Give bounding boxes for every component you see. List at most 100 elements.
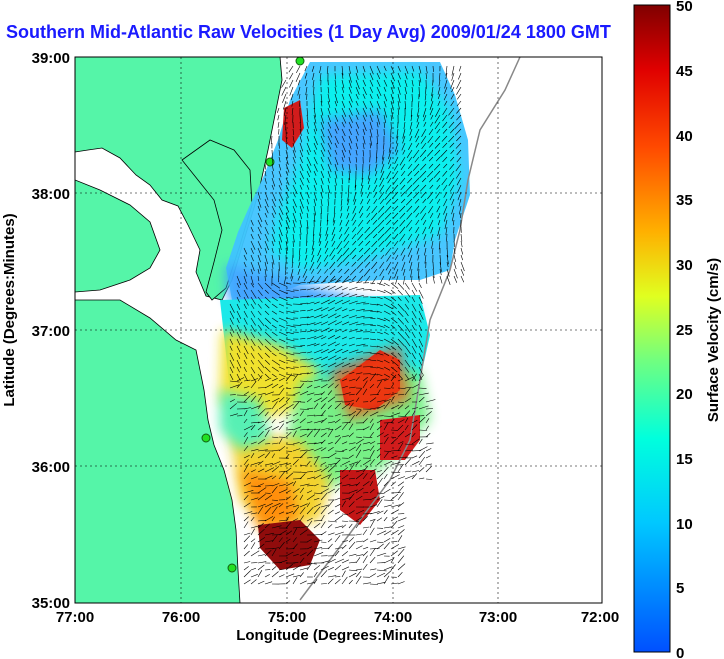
velocity-arrow <box>250 550 260 557</box>
velocity-arrow <box>257 247 262 256</box>
velocity-arrow <box>390 418 395 424</box>
velocity-arrow <box>442 156 448 163</box>
velocity-arrow <box>348 553 357 557</box>
velocity-arrow <box>355 72 359 80</box>
velocity-arrow <box>313 469 322 473</box>
velocity-arrow <box>355 438 364 445</box>
velocity-arrow <box>425 432 431 438</box>
velocity-arrow <box>250 261 255 272</box>
velocity-arrow <box>299 163 304 172</box>
velocity-arrow <box>243 373 248 382</box>
velocity-arrow <box>351 261 357 267</box>
velocity-arrow <box>229 338 234 345</box>
velocity-arrow <box>257 519 267 522</box>
velocity-arrow <box>299 507 306 515</box>
velocity-arrow <box>271 373 277 378</box>
velocity-arrow <box>411 470 420 473</box>
velocity-arrow <box>418 366 424 375</box>
velocity-arrow <box>292 426 302 431</box>
velocity-arrow <box>271 426 279 431</box>
velocity-arrow <box>385 261 392 271</box>
velocity-arrow <box>375 163 378 172</box>
velocity-arrow <box>376 373 383 376</box>
velocity-arrow <box>327 578 334 585</box>
velocity-arrow <box>341 370 349 375</box>
velocity-arrow <box>334 328 341 333</box>
velocity-arrow <box>299 494 304 501</box>
velocity-arrow <box>390 455 398 459</box>
velocity-arrow <box>457 93 462 100</box>
velocity-arrow <box>451 65 455 76</box>
velocity-arrow <box>358 247 364 253</box>
velocity-arrow <box>264 523 270 529</box>
velocity-arrow <box>383 466 389 473</box>
velocity-arrow <box>264 377 272 382</box>
velocity-arrow <box>376 366 384 370</box>
velocity-arrow <box>327 335 336 340</box>
velocity-arrow <box>313 483 319 487</box>
velocity-arrow <box>278 396 285 403</box>
velocity-arrow <box>306 240 308 247</box>
velocity-arrow <box>429 100 434 110</box>
velocity-arrow <box>404 397 412 403</box>
velocity-arrow <box>369 511 380 515</box>
velocity-arrow <box>299 572 304 578</box>
velocity-arrow <box>306 329 315 333</box>
velocity-arrow <box>327 294 334 298</box>
velocity-arrow <box>271 506 278 515</box>
velocity-arrow <box>278 219 283 227</box>
velocity-arrow <box>390 338 399 346</box>
velocity-arrow <box>313 579 318 585</box>
velocity-arrow <box>257 310 262 316</box>
velocity-arrow <box>449 142 455 148</box>
velocity-arrow <box>399 233 406 242</box>
velocity-arrow <box>375 170 378 177</box>
velocity-arrow <box>278 470 288 473</box>
velocity-arrow <box>257 254 261 263</box>
velocity-arrow <box>404 79 408 87</box>
velocity-arrow <box>243 379 251 382</box>
velocity-arrow <box>422 219 427 226</box>
velocity-arrow <box>341 114 347 124</box>
velocity-arrow <box>313 149 317 155</box>
velocity-arrow <box>442 128 448 134</box>
velocity-arrow <box>404 282 410 290</box>
velocity-arrow <box>278 317 288 322</box>
velocity-arrow <box>355 487 364 494</box>
velocity-arrow <box>285 551 294 557</box>
velocity-arrow <box>436 184 441 190</box>
velocity-arrow <box>358 219 364 227</box>
velocity-arrow <box>313 100 316 110</box>
velocity-arrow <box>437 86 441 95</box>
velocity-arrow <box>257 570 263 578</box>
velocity-arrow <box>395 275 399 285</box>
velocity-arrow <box>290 268 294 279</box>
velocity-arrow <box>348 163 351 173</box>
velocity-arrow <box>285 205 290 213</box>
velocity-arrow <box>306 163 312 173</box>
velocity-arrow <box>313 492 323 494</box>
velocity-arrow <box>264 240 269 251</box>
velocity-arrow <box>348 170 351 180</box>
velocity-arrow <box>397 352 402 357</box>
velocity-arrow <box>306 562 313 571</box>
velocity-arrow <box>292 442 300 445</box>
velocity-arrow <box>271 254 275 265</box>
velocity-arrow <box>404 345 411 355</box>
velocity-arrow <box>362 86 367 96</box>
velocity-arrow <box>334 93 338 104</box>
velocity-arrow <box>299 226 302 235</box>
velocity-arrow <box>341 287 348 291</box>
velocity-arrow <box>451 86 455 93</box>
velocity-arrow <box>376 510 384 515</box>
velocity-arrow <box>369 359 377 362</box>
velocity-arrow <box>342 254 350 263</box>
velocity-arrow <box>439 261 442 272</box>
velocity-arrow <box>264 540 274 543</box>
velocity-arrow <box>229 352 235 361</box>
velocity-arrow <box>425 442 434 445</box>
velocity-arrow <box>340 205 343 212</box>
velocity-arrow <box>292 374 298 382</box>
velocity-arrow <box>342 275 350 283</box>
velocity-arrow <box>411 72 414 79</box>
